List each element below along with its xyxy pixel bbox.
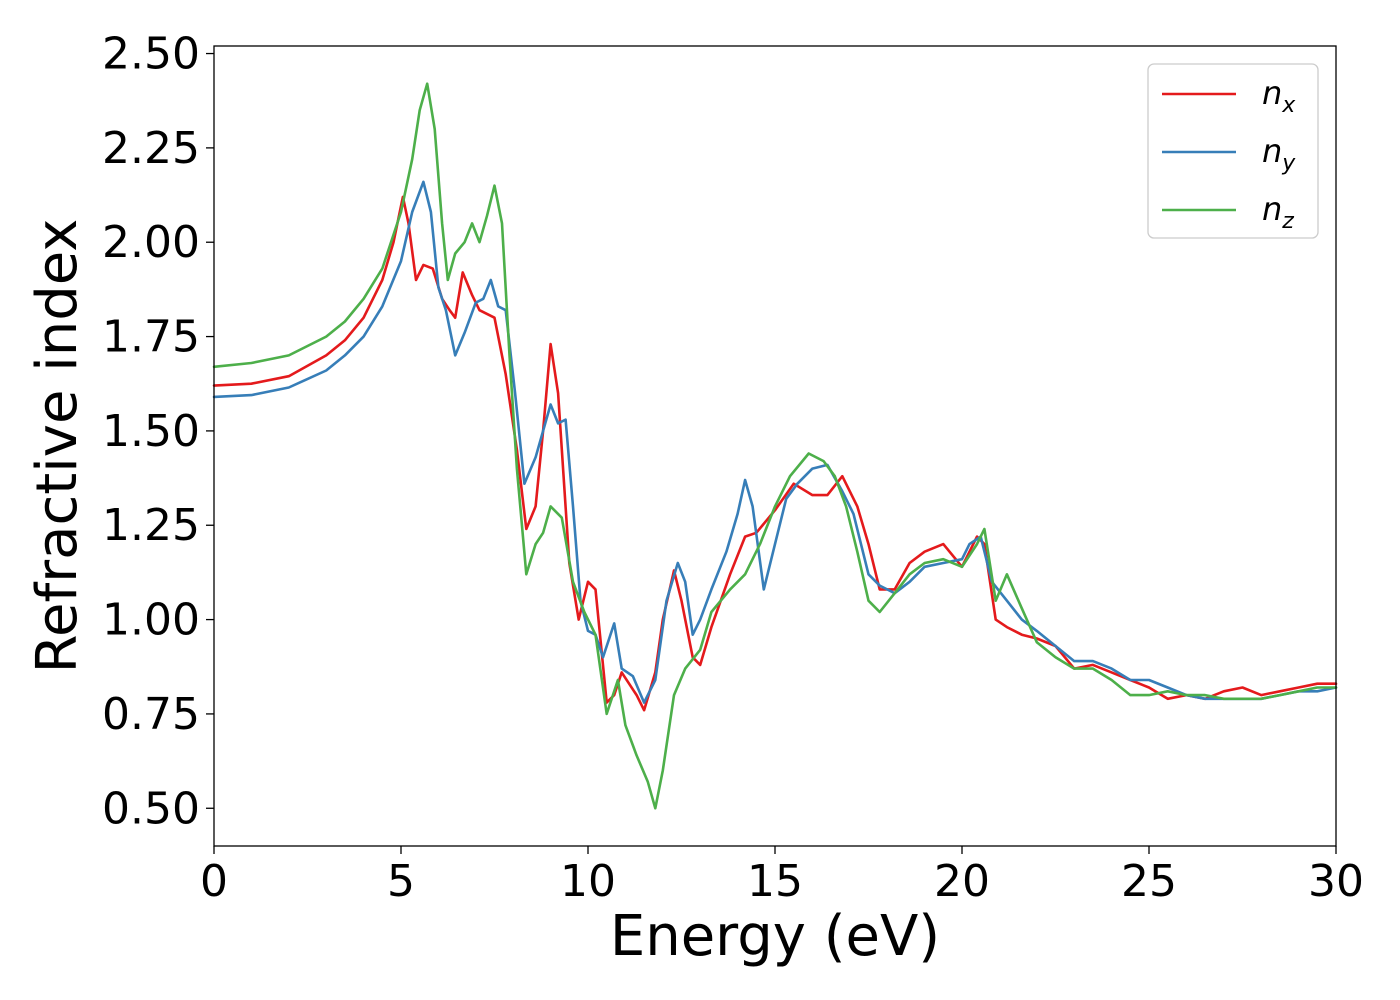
x-tick-label: 15 xyxy=(747,856,803,907)
x-tick-label: 25 xyxy=(1121,856,1177,907)
x-axis-ticks: 0 5 10 15 20 25 30 xyxy=(200,846,1364,907)
y-tick-label: 0.50 xyxy=(102,783,200,834)
series-line-n-z xyxy=(212,82,1338,810)
series-layer xyxy=(212,82,1338,810)
y-tick-label: 1.75 xyxy=(102,312,200,363)
x-tick-label: 20 xyxy=(934,856,990,907)
y-axis-label: Refractive index xyxy=(25,219,90,674)
series-line-n-x xyxy=(212,195,1338,712)
series-line-n-y xyxy=(212,180,1338,704)
y-tick-label: 1.00 xyxy=(102,595,200,646)
y-tick-label: 0.75 xyxy=(102,689,200,740)
y-tick-label: 1.50 xyxy=(102,406,200,457)
y-tick-label: 2.25 xyxy=(102,123,200,174)
x-tick-label: 10 xyxy=(560,856,616,907)
y-axis-ticks: 0.50 0.75 1.00 1.25 1.50 1.75 2.00 2.25 2.50 xyxy=(102,29,214,834)
y-tick-label: 2.50 xyxy=(102,29,200,80)
x-tick-label: 30 xyxy=(1308,856,1364,907)
legend-label-n-y: ny xyxy=(1262,132,1296,176)
x-tick-label: 0 xyxy=(200,856,228,907)
y-tick-label: 1.25 xyxy=(102,500,200,551)
y-tick-label: 2.00 xyxy=(102,217,200,268)
x-axis-label: Energy (eV) xyxy=(610,904,940,969)
x-tick-label: 5 xyxy=(387,856,415,907)
